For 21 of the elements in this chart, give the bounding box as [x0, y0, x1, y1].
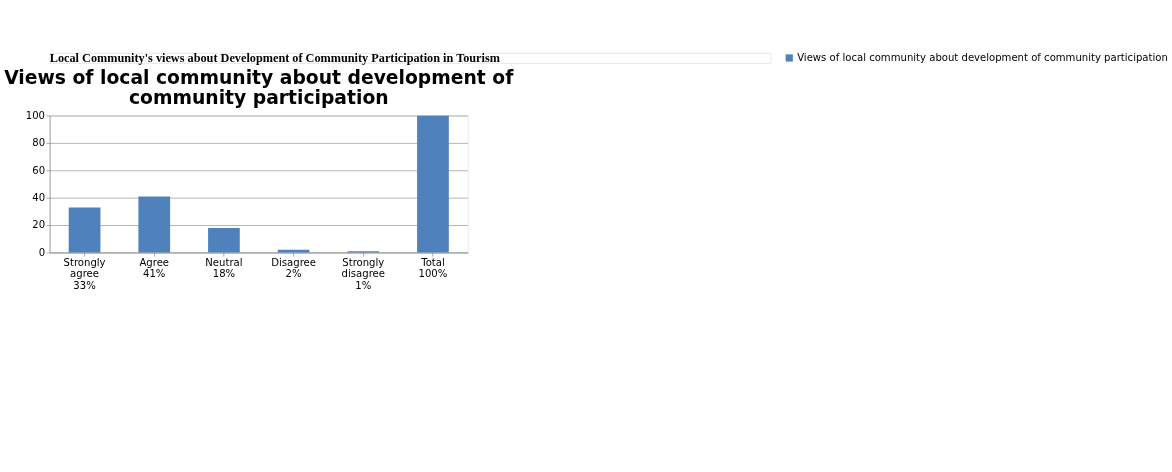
bar [138, 196, 171, 253]
bar [68, 207, 101, 253]
bar [277, 249, 310, 253]
text: Local Community's views about Development of Community Participation in Tourism [49, 51, 500, 66]
text: Views of local community about development of [4, 66, 514, 88]
bar [208, 227, 240, 253]
x-tick-label: Strongly agree 33% [63, 256, 106, 291]
x-tick-label: Total 100% [418, 256, 448, 280]
x-tick-label: Neutral 18% [205, 256, 243, 280]
x-tick-label: Agree 41% [139, 256, 170, 280]
legend-label: Views of local community about development of community participation [797, 51, 1168, 63]
y-tick-label: 40 [32, 192, 46, 204]
y-tick-label: 80 [32, 137, 46, 149]
y-tick-label: 60 [32, 164, 46, 176]
text: community participation [128, 87, 389, 109]
bar [417, 115, 449, 253]
y-tick-label: 20 [32, 219, 46, 231]
y-tick-label: 0 [38, 246, 46, 258]
x-tick-label: Strongly disagree 1% [341, 256, 385, 291]
y-tick-label: 100 [25, 109, 46, 121]
x-tick-label: Disagree 2% [271, 256, 316, 280]
